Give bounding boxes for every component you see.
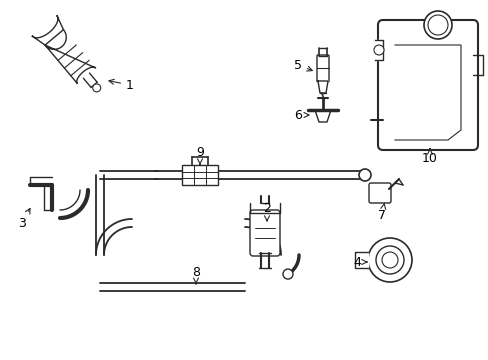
Polygon shape bbox=[45, 30, 96, 84]
Polygon shape bbox=[317, 81, 327, 93]
Circle shape bbox=[373, 45, 383, 55]
Text: 10: 10 bbox=[421, 149, 437, 165]
Polygon shape bbox=[354, 252, 367, 268]
Text: 7: 7 bbox=[377, 203, 385, 221]
FancyBboxPatch shape bbox=[377, 20, 477, 150]
Text: 1: 1 bbox=[109, 78, 134, 91]
Text: 4: 4 bbox=[352, 256, 366, 269]
Text: 9: 9 bbox=[196, 145, 203, 164]
Text: 3: 3 bbox=[18, 208, 30, 230]
Circle shape bbox=[283, 269, 292, 279]
Polygon shape bbox=[374, 40, 382, 60]
FancyBboxPatch shape bbox=[182, 165, 218, 185]
Polygon shape bbox=[314, 110, 330, 122]
Circle shape bbox=[358, 169, 370, 181]
Polygon shape bbox=[394, 45, 460, 140]
FancyBboxPatch shape bbox=[368, 183, 390, 203]
Circle shape bbox=[423, 11, 451, 39]
Text: 5: 5 bbox=[293, 59, 312, 72]
Circle shape bbox=[367, 238, 411, 282]
Text: 6: 6 bbox=[293, 108, 308, 122]
FancyBboxPatch shape bbox=[316, 55, 328, 82]
Text: 2: 2 bbox=[263, 202, 270, 221]
Circle shape bbox=[93, 84, 101, 92]
FancyBboxPatch shape bbox=[249, 210, 280, 256]
Polygon shape bbox=[32, 15, 63, 45]
Text: 8: 8 bbox=[192, 266, 200, 284]
